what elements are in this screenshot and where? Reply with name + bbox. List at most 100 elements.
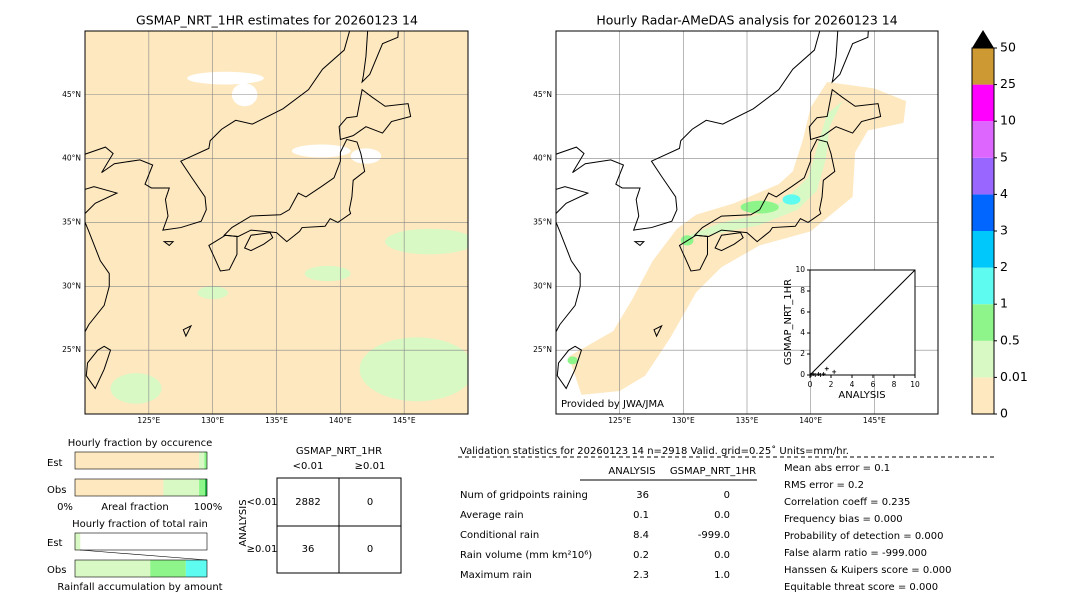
validation-header: Validation statistics for 20260123 14 n=… (460, 445, 849, 457)
total-rain-title: Hourly fraction of total rain (72, 519, 208, 530)
bar-frame (74, 478, 208, 497)
left-map-title: GSMAP_NRT_1HR estimates for 20260123 14 (136, 13, 418, 28)
column-header: ANALYSIS (608, 466, 655, 477)
lat-label: 40°N (533, 154, 552, 163)
gsmap-value: 0.0 (714, 510, 730, 521)
est-label: Est (47, 458, 63, 469)
bar-frame (74, 532, 208, 551)
row-label: Conditional rain (460, 530, 539, 541)
col-label: ≥0.01 (355, 461, 386, 472)
axis-right: 100% (194, 502, 223, 513)
lon-label: 135°E (265, 416, 288, 425)
connector (79, 549, 208, 561)
col-label: <0.01 (293, 461, 324, 472)
fraction-segment (199, 452, 205, 469)
row-label: ≥0.01 (247, 544, 278, 555)
lat-label: 25°N (62, 345, 81, 354)
score: Correlation coeff = 0.235 (784, 497, 910, 508)
lon-label: 135°E (736, 416, 759, 425)
score: Hanssen & Kuipers score = 0.000 (784, 565, 951, 576)
point (811, 371, 816, 376)
analysis-value: 36 (636, 490, 649, 501)
y-tick-label: 10 (795, 265, 805, 274)
colorbar-frame (971, 47, 995, 415)
gsmap-value: 0.0 (714, 550, 730, 561)
y-tick-label: 6 (800, 307, 805, 316)
axis-mid: Areal fraction (101, 502, 168, 513)
row-label: Num of gridpoints raining (460, 490, 588, 501)
lon-label: 125°E (137, 416, 160, 425)
colorbar-label: 5 (1000, 149, 1008, 164)
obs-label: Obs (47, 485, 66, 496)
colorbar-label: 0.5 (1000, 332, 1020, 347)
x-tick-label: 0 (808, 380, 813, 389)
credit: Provided by JWA/JMA (561, 399, 664, 410)
colorbar-extend (972, 30, 994, 48)
right-map-title: Hourly Radar-AMeDAS analysis for 2026012… (596, 13, 897, 28)
cell: 36 (302, 544, 315, 555)
colorbar-band (972, 121, 994, 158)
point (824, 366, 829, 371)
lat-label: 45°N (533, 90, 552, 99)
colorbar-label: 2 (1000, 259, 1008, 274)
fraction-segment (205, 479, 207, 496)
score: Frequency bias = 0.000 (784, 514, 903, 525)
fraction-segment (204, 452, 207, 469)
occurrence-title: Hourly fraction by occurence (68, 438, 212, 449)
gsmap-value: -999.0 (698, 530, 730, 541)
map-frame (555, 30, 939, 415)
score: Probability of detection = 0.000 (784, 531, 943, 542)
lon-label: 145°E (863, 416, 886, 425)
point (818, 373, 823, 377)
fraction-segment (75, 452, 200, 469)
lon-label: 125°E (608, 416, 631, 425)
colorbar-band (972, 231, 994, 268)
colorbar-band (972, 48, 994, 85)
colorbar-label: 25 (1000, 76, 1016, 91)
map-frame (84, 30, 469, 415)
inset-xlabel: ANALYSIS (838, 390, 885, 401)
lat-label: 30°N (533, 281, 552, 290)
fraction-segment (185, 560, 207, 577)
row-label: Rain volume (mm km²10⁶) (460, 550, 592, 561)
y-tick-label: 2 (800, 349, 805, 358)
left-map (85, 31, 468, 414)
colorbar-band (972, 377, 994, 414)
cell: 0 (367, 497, 373, 508)
colorbar-band (972, 267, 994, 305)
score: False alarm ratio = -999.000 (784, 548, 927, 559)
x-tick-label: 6 (871, 380, 876, 389)
gsmap-value: 0 (724, 490, 730, 501)
total-rain-caption: Rainfall accumulation by amount (57, 582, 222, 593)
colorbar-band (972, 194, 994, 231)
x-tick-label: 2 (829, 380, 834, 389)
inset-ylabel: GSMAP_NRT_1HR (783, 279, 794, 365)
contingency-title: GSMAP_NRT_1HR (296, 446, 382, 457)
fraction-segment (75, 533, 81, 550)
colorbar-label: 0 (1000, 406, 1008, 421)
x-tick-label: 10 (910, 380, 920, 389)
analysis-value: 0.2 (633, 550, 649, 561)
point (809, 373, 814, 377)
lat-label: 35°N (62, 217, 81, 226)
y-tick-label: 8 (800, 286, 805, 295)
lon-label: 140°E (329, 416, 352, 425)
row-label: Average rain (460, 510, 524, 521)
analysis-value: 2.3 (633, 570, 649, 581)
fraction-segment (75, 560, 151, 577)
score: Equitable threat score = 0.000 (784, 582, 938, 593)
analysis-value: 0.1 (633, 510, 649, 521)
colorbar-band (972, 340, 994, 378)
lon-label: 130°E (201, 416, 224, 425)
lat-label: 30°N (62, 281, 81, 290)
y-tick-label: 0 (800, 370, 805, 379)
row-title: ANALYSIS (238, 499, 249, 546)
score: RMS error = 0.2 (784, 480, 864, 491)
point (813, 373, 818, 377)
colorbar-band (972, 84, 994, 122)
cell: 0 (367, 544, 373, 555)
row-label: Maximum rain (460, 570, 532, 581)
gsmap-value: 1.0 (714, 570, 730, 581)
point (816, 371, 821, 376)
